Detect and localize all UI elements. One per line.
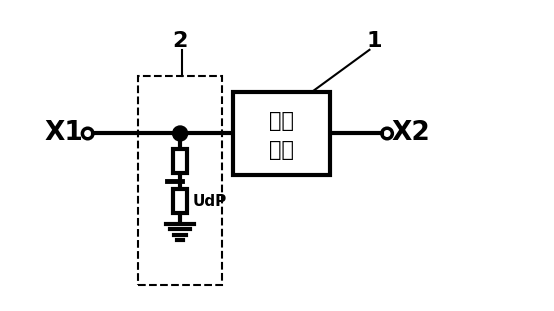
Bar: [233, 92, 330, 175]
Text: 单元: 单元: [269, 140, 294, 160]
Text: X2: X2: [392, 120, 430, 146]
Circle shape: [173, 126, 188, 141]
Text: UdP: UdP: [192, 193, 227, 209]
Text: 1: 1: [366, 31, 382, 51]
Bar: [138, 76, 222, 285]
Text: X1: X1: [44, 120, 83, 146]
Text: 2: 2: [172, 31, 188, 51]
Text: 阻断: 阻断: [269, 111, 294, 131]
Bar: [173, 149, 187, 173]
Bar: [173, 189, 187, 213]
